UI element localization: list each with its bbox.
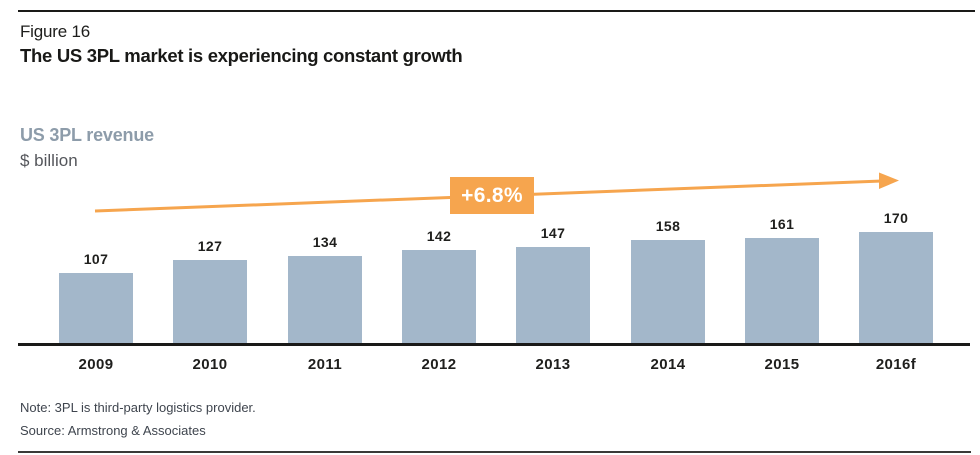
bar-column-2016f: 170 [859, 210, 933, 343]
x-axis-label-2013: 2013 [535, 356, 571, 373]
bar-2009 [59, 273, 133, 343]
bar-value-label: 161 [769, 216, 795, 232]
source-note: Source: Armstrong & Associates [20, 423, 206, 438]
chart-title: US 3PL revenue [20, 125, 154, 145]
chart-unit-label: $ billion [20, 151, 78, 170]
bottom-divider [18, 451, 971, 453]
x-axis-label-2009: 2009 [78, 356, 114, 373]
figure-label: Figure 16 [20, 22, 91, 41]
bar-2015 [745, 238, 819, 343]
bar-column-2010: 127 [173, 238, 247, 343]
bar-2012 [402, 250, 476, 343]
bar-2011 [288, 256, 362, 343]
x-axis-label-2016f: 2016f [875, 356, 917, 373]
bar-value-label: 142 [426, 228, 452, 244]
bar-2013 [516, 247, 590, 343]
x-axis-label-2012: 2012 [421, 356, 457, 373]
x-axis-label-2011: 2011 [307, 356, 343, 373]
bar-2016f [859, 232, 933, 343]
bar-2014 [631, 240, 705, 343]
top-divider [18, 10, 975, 12]
footnote: Note: 3PL is third-party logistics provi… [20, 400, 256, 415]
bar-value-label: 134 [312, 234, 338, 250]
bar-value-label: 170 [883, 210, 909, 226]
bar-column-2009: 107 [59, 251, 133, 343]
figure-title: The US 3PL market is experiencing consta… [20, 45, 463, 66]
bar-column-2013: 147 [516, 225, 590, 343]
x-axis-label-2010: 2010 [192, 356, 228, 373]
bar-value-label: 127 [197, 238, 223, 254]
bar-chart-plot-area: 107 127 134 142 147 158 161 170 [18, 200, 970, 346]
bar-column-2011: 134 [288, 234, 362, 343]
x-axis-label-2015: 2015 [764, 356, 800, 373]
bar-column-2012: 142 [402, 228, 476, 343]
bar-value-label: 107 [83, 251, 109, 267]
bar-2010 [173, 260, 247, 343]
x-axis-label-2014: 2014 [650, 356, 686, 373]
bar-value-label: 158 [655, 218, 681, 234]
bar-column-2015: 161 [745, 216, 819, 343]
bar-column-2014: 158 [631, 218, 705, 343]
growth-rate-badge: +6.8% [450, 177, 534, 214]
bar-value-label: 147 [540, 225, 566, 241]
